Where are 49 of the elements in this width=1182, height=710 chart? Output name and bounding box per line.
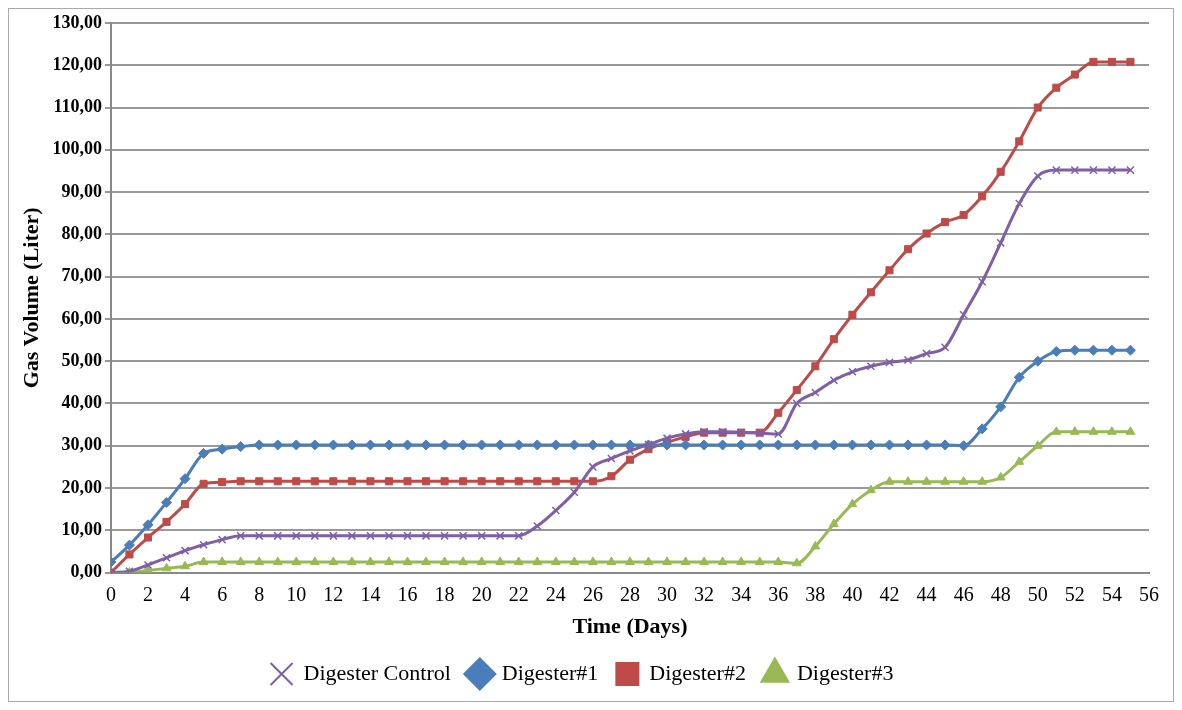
x-tick-label: 48 (990, 582, 1011, 605)
x-tick-label: 22 (508, 582, 529, 605)
y-tick-label: 30,00 (61, 434, 102, 455)
x-tick-label: 42 (879, 582, 900, 605)
x-tick-label: 8 (254, 582, 265, 605)
y-tick-label: 40,00 (61, 392, 102, 413)
x-tick-label: 44 (916, 582, 937, 605)
x-tick-label: 10 (286, 582, 307, 605)
x-tick-label: 36 (768, 582, 789, 605)
y-tick-label: 120,00 (52, 53, 102, 74)
x-tick-label: 16 (397, 582, 418, 605)
x-tick-label: 52 (1064, 582, 1085, 605)
legend-label: Digester#3 (796, 659, 894, 685)
x-tick-label: 54 (1101, 582, 1122, 605)
x-tick-label: 2 (142, 582, 153, 605)
y-tick-label: 50,00 (61, 349, 102, 370)
y-tick-label: 0,00 (70, 561, 102, 582)
x-tick-label: 38 (805, 582, 826, 605)
y-tick-label: 130,00 (52, 11, 102, 32)
y-tick-label: 10,00 (61, 518, 102, 539)
x-tick-label: 56 (1139, 582, 1159, 605)
x-tick-label: 26 (582, 582, 603, 605)
legend-label: Digester#2 (649, 659, 746, 685)
y-axis-title: Gas Volume (Liter) (17, 207, 43, 389)
x-tick-label: 28 (619, 582, 640, 605)
x-tick-label: 4 (180, 582, 191, 605)
y-tick-label: 20,00 (61, 476, 102, 497)
y-tick-label: 90,00 (61, 180, 102, 201)
x-tick-label: 24 (545, 582, 566, 605)
x-tick-label: 32 (694, 582, 715, 605)
x-tick-label: 12 (323, 582, 344, 605)
x-tick-label: 34 (731, 582, 752, 605)
y-tick-label: 60,00 (61, 307, 102, 328)
x-axis-title: Time (Days) (572, 613, 688, 639)
x-tick-label: 40 (842, 582, 863, 605)
y-tick-label: 70,00 (61, 265, 102, 286)
legend-label: Digester Control (303, 659, 451, 685)
x-tick-label: 30 (657, 582, 678, 605)
x-tick-label: 20 (471, 582, 492, 605)
legend-label: Digester#1 (501, 659, 599, 685)
x-tick-label: 46 (953, 582, 974, 605)
x-tick-label: 18 (434, 582, 455, 605)
x-tick-label: 6 (217, 582, 228, 605)
x-tick-label: 50 (1027, 582, 1048, 605)
y-tick-label: 80,00 (61, 223, 102, 244)
x-tick-label: 14 (360, 582, 381, 605)
y-tick-label: 110,00 (53, 96, 102, 117)
y-tick-label: 100,00 (52, 138, 102, 159)
x-tick-label: 0 (105, 582, 116, 605)
